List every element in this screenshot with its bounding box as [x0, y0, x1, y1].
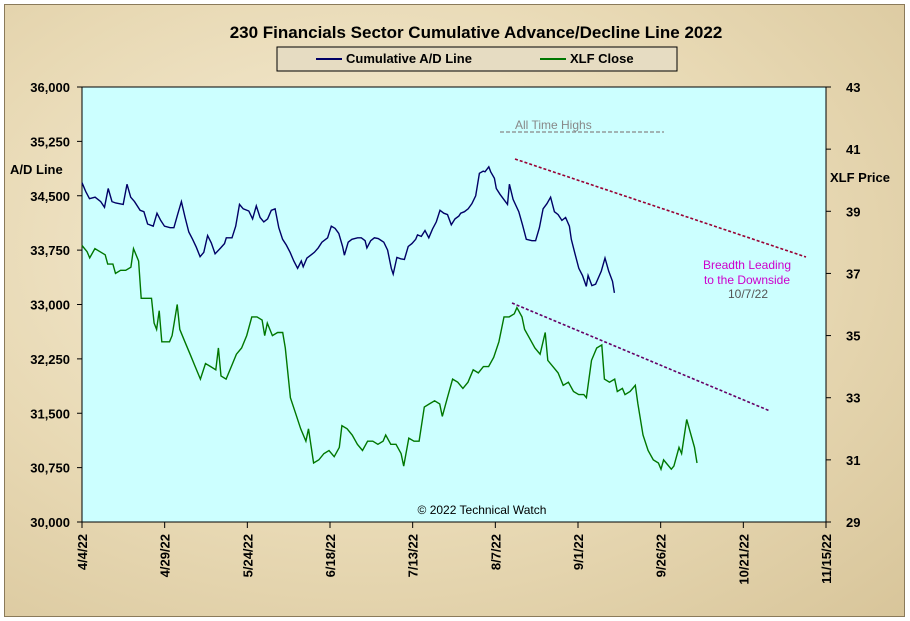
right-tick-label: 37	[846, 266, 860, 281]
left-tick-label: 30,000	[30, 515, 70, 530]
left-tick-label: 31,500	[30, 406, 70, 421]
xlf-trend-line	[511, 302, 771, 412]
left-tick-label: 30,750	[30, 461, 70, 476]
legend: Cumulative A/D Line XLF Close	[276, 46, 678, 72]
left-axis: 36,000 35,250 34,500 33,750 33,000 32,250 31,5…	[30, 80, 82, 530]
x-tick-label: 4/4/22	[75, 534, 90, 570]
all-time-highs-label: All Time Highs	[515, 118, 592, 132]
left-tick-label: 32,250	[30, 352, 70, 367]
x-tick-label: 6/18/22	[323, 534, 338, 577]
copyright-text: © 2022 Technical Watch	[418, 503, 547, 517]
x-tick-label: 9/1/22	[571, 534, 586, 570]
left-tick-label: 35,250	[30, 134, 70, 149]
right-tick-label: 29	[846, 515, 860, 530]
breadth-annotation-line2: to the Downside	[704, 273, 790, 287]
plot-area	[81, 86, 827, 523]
legend-label-xlf: XLF Close	[570, 51, 634, 66]
x-tick-label: 11/15/22	[819, 534, 834, 584]
annotation-date: 10/7/22	[728, 287, 768, 301]
legend-label-ad: Cumulative A/D Line	[346, 51, 472, 66]
ad-trend-line	[514, 158, 807, 258]
right-tick-label: 43	[846, 80, 860, 95]
left-tick-label: 36,000	[30, 80, 70, 95]
right-tick-label: 33	[846, 391, 860, 406]
chart-title: 230 Financials Sector Cumulative Advance…	[230, 23, 723, 42]
x-tick-label: 4/29/22	[158, 534, 173, 577]
x-tick-label: 10/21/22	[736, 534, 751, 585]
x-axis: 4/4/22 4/29/22 5/24/22 6/18/22 7/13/22 8/7/22…	[75, 522, 834, 585]
x-tick-label: 7/13/22	[406, 534, 421, 577]
left-axis-label: A/D Line	[10, 162, 63, 177]
breadth-annotation-line1: Breadth Leading	[703, 258, 791, 272]
ad-line-series	[81, 165, 616, 294]
x-tick-label: 9/26/22	[654, 534, 669, 577]
right-tick-label: 31	[846, 453, 860, 468]
left-tick-label: 33,750	[30, 243, 70, 258]
right-tick-label: 39	[846, 204, 860, 219]
legend-box	[276, 46, 678, 72]
right-axis: 43 41 39 37 35 33 31 29	[826, 80, 860, 530]
right-axis-label: XLF Price	[830, 170, 890, 185]
right-tick-label: 35	[846, 329, 860, 344]
left-tick-label: 33,000	[30, 298, 70, 313]
xlf-line-series	[81, 245, 698, 472]
left-tick-label: 34,500	[30, 189, 70, 204]
x-tick-label: 8/7/22	[488, 534, 503, 570]
right-tick-label: 41	[846, 142, 860, 157]
x-tick-label: 5/24/22	[240, 534, 255, 577]
